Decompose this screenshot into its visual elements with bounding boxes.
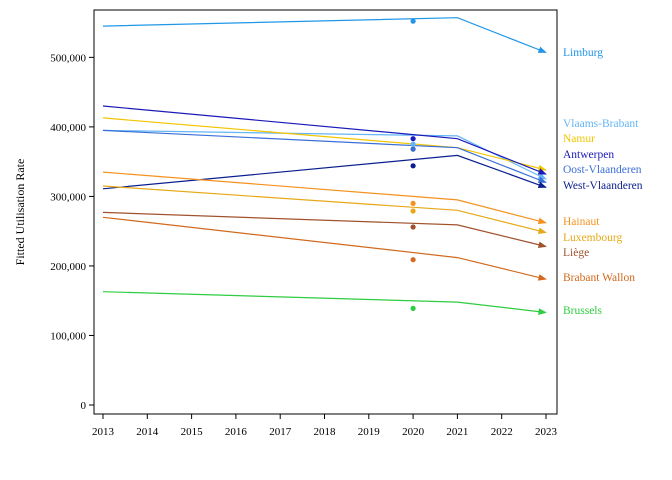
plot-frame — [93, 9, 558, 415]
x-tick-label: 2020 — [402, 426, 425, 438]
series-line-limburg — [102, 17, 547, 54]
data-point — [410, 200, 416, 206]
series-label: Antwerpen — [563, 149, 614, 161]
y-tick-label: 200,000 — [50, 261, 86, 273]
data-point — [410, 305, 416, 311]
series-line-oost-vlaanderen — [102, 129, 547, 184]
series-label: West-Vlaanderen — [563, 180, 643, 192]
series-line-luxembourg — [102, 185, 547, 235]
y-tick-label: 500,000 — [50, 52, 86, 64]
data-point — [410, 141, 416, 147]
y-tick-label: 300,000 — [50, 191, 86, 203]
series-line-brussels — [102, 291, 547, 315]
series-label: Limburg — [563, 47, 603, 59]
series-label: Vlaams-Brabant — [563, 118, 639, 130]
y-tick-label: 0 — [81, 400, 87, 412]
series-line-hainaut — [102, 171, 547, 225]
series-label: Liège — [563, 247, 589, 259]
data-point — [410, 257, 416, 263]
data-point — [410, 18, 416, 24]
x-tick-label: 2023 — [535, 426, 558, 438]
data-point — [410, 163, 416, 169]
x-tick-label: 2021 — [446, 426, 468, 438]
x-tick-label: 2022 — [491, 426, 513, 438]
data-point — [410, 136, 416, 142]
y-axis: 0 100,000 200,000 300,000 400,000 500,000 — [50, 52, 94, 412]
y-axis-title: Fitted Utilisation Rate — [13, 159, 27, 266]
series-label: Brussels — [563, 305, 603, 317]
x-tick-label: 2016 — [225, 426, 248, 438]
data-point — [410, 224, 416, 230]
y-tick-label: 400,000 — [50, 122, 86, 134]
series-points — [410, 18, 416, 311]
x-tick-label: 2018 — [314, 426, 337, 438]
x-tick-label: 2017 — [269, 426, 292, 438]
series-line-west-vlaanderen — [102, 154, 547, 190]
series-line-namur — [102, 117, 547, 172]
series-labels: Limburg Vlaams-Brabant Namur Antwerpen Oost-… — [563, 47, 643, 317]
x-tick-label: 2019 — [358, 426, 381, 438]
series-line-vlaams-brabant — [102, 129, 547, 180]
series-label: Brabant Wallon — [563, 272, 635, 284]
series-lines — [102, 17, 547, 315]
data-point — [410, 208, 416, 214]
x-tick-label: 2015 — [181, 426, 204, 438]
series-line-li-ge — [102, 211, 547, 248]
x-tick-label: 2013 — [92, 426, 115, 438]
y-tick-label: 100,000 — [50, 330, 86, 342]
x-axis: 2013 2014 2015 2016 2017 2018 2019 2020 2021 2022… — [92, 414, 558, 438]
x-tick-label: 2014 — [136, 426, 159, 438]
series-label: Namur — [563, 133, 595, 145]
series-line-brabant-wallon — [102, 216, 547, 281]
series-line-antwerpen — [102, 105, 547, 175]
series-label: Oost-Vlaanderen — [563, 164, 642, 176]
series-label: Hainaut — [563, 216, 600, 228]
data-point — [410, 146, 416, 152]
series-label: Luxembourg — [563, 232, 622, 244]
